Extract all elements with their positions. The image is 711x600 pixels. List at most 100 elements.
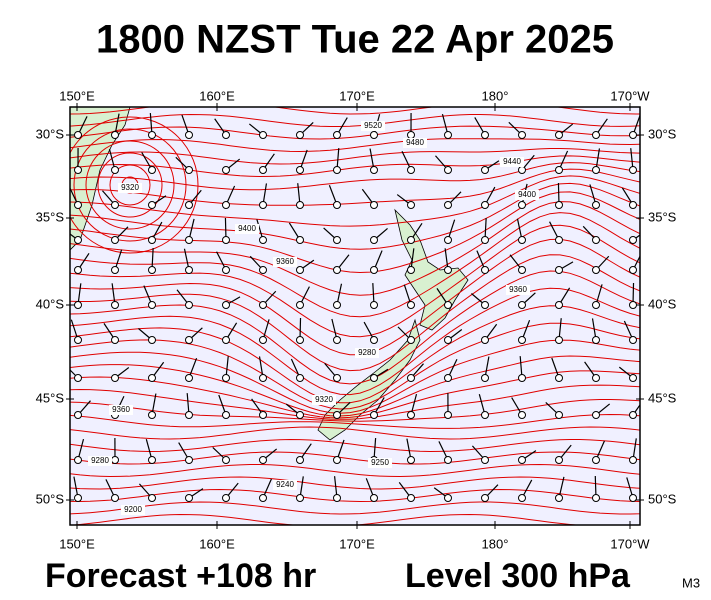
left-lat-label: 30°S bbox=[36, 126, 65, 141]
wind-barb bbox=[370, 250, 383, 274]
wind-barb bbox=[185, 218, 195, 244]
station bbox=[518, 374, 526, 382]
station bbox=[481, 131, 489, 139]
contour-line bbox=[70, 107, 640, 115]
station bbox=[185, 236, 193, 244]
station bbox=[629, 166, 637, 174]
right-lat-label: 45°S bbox=[648, 390, 677, 405]
wind-barb bbox=[324, 362, 341, 382]
station bbox=[629, 494, 637, 502]
contour-label-box bbox=[355, 348, 379, 358]
station bbox=[185, 374, 193, 382]
contour-label-box bbox=[235, 224, 259, 234]
wind-barb bbox=[481, 186, 496, 209]
station bbox=[555, 236, 563, 244]
wind-barb bbox=[398, 482, 415, 502]
station bbox=[148, 456, 156, 464]
station bbox=[407, 494, 415, 502]
station bbox=[259, 336, 267, 344]
station bbox=[407, 266, 415, 274]
wind-barb bbox=[74, 147, 82, 174]
contour-label: 9240 bbox=[276, 480, 294, 489]
contours bbox=[70, 107, 640, 525]
station bbox=[407, 301, 415, 309]
bottom-lon-label: 160°E bbox=[199, 536, 235, 551]
station bbox=[74, 336, 82, 344]
wind-barb bbox=[592, 475, 600, 502]
station bbox=[222, 266, 230, 274]
station bbox=[444, 336, 452, 344]
wind-barb bbox=[629, 282, 637, 309]
station bbox=[518, 494, 526, 502]
wind-barb bbox=[444, 329, 463, 344]
station bbox=[481, 456, 489, 464]
contour-line bbox=[70, 155, 640, 178]
contour-label-box bbox=[368, 458, 392, 468]
wind-barb bbox=[618, 366, 637, 382]
station bbox=[629, 411, 637, 419]
wind-barb bbox=[333, 439, 345, 464]
wind-barb bbox=[591, 318, 600, 344]
contour-line bbox=[70, 438, 640, 453]
wind-barb bbox=[259, 448, 278, 464]
contour-line bbox=[70, 322, 640, 410]
station bbox=[333, 301, 341, 309]
station bbox=[148, 266, 156, 274]
wind-barb bbox=[551, 357, 563, 382]
wind-barb bbox=[433, 487, 452, 502]
wind-barb bbox=[105, 479, 119, 502]
wind-barb bbox=[103, 323, 119, 344]
wind-barb bbox=[251, 398, 267, 419]
wind-barb bbox=[74, 283, 82, 309]
wind-barb bbox=[481, 356, 490, 382]
wind-barb bbox=[555, 182, 563, 209]
station bbox=[518, 456, 526, 464]
wind-barb bbox=[333, 148, 341, 174]
station bbox=[592, 494, 600, 502]
contour-line bbox=[70, 451, 640, 465]
station bbox=[518, 166, 526, 174]
station bbox=[629, 374, 637, 382]
station bbox=[518, 266, 526, 274]
station bbox=[555, 456, 563, 464]
station bbox=[296, 166, 304, 174]
station bbox=[370, 166, 378, 174]
station bbox=[222, 131, 230, 139]
contour-line bbox=[70, 370, 640, 419]
contour-label-box bbox=[118, 183, 142, 193]
station bbox=[296, 201, 304, 209]
contour-label: 9520 bbox=[364, 121, 382, 130]
wind-barb bbox=[222, 185, 236, 209]
wind-barb bbox=[518, 356, 526, 382]
wind-barb bbox=[370, 283, 378, 309]
wind-barb bbox=[333, 476, 341, 502]
wind-barb bbox=[471, 445, 489, 464]
station bbox=[185, 131, 193, 139]
station bbox=[518, 131, 526, 139]
contour-label: 9480 bbox=[406, 138, 424, 147]
station bbox=[333, 456, 341, 464]
station bbox=[592, 201, 600, 209]
station bbox=[444, 166, 452, 174]
left-lat-label: 40°S bbox=[36, 296, 65, 311]
wind-barb bbox=[111, 226, 129, 244]
station bbox=[259, 456, 267, 464]
station bbox=[518, 336, 526, 344]
top-lon-label: 160°E bbox=[199, 88, 235, 103]
wind-barb bbox=[259, 153, 275, 174]
station bbox=[333, 494, 341, 502]
station bbox=[185, 266, 193, 274]
contour-line bbox=[70, 182, 640, 250]
station bbox=[333, 266, 341, 274]
station bbox=[222, 201, 230, 209]
wind-barb bbox=[185, 393, 193, 419]
low-contour bbox=[97, 152, 163, 218]
map-frame bbox=[69, 106, 641, 526]
right-lat-label: 50°S bbox=[648, 491, 677, 506]
station bbox=[481, 374, 489, 382]
station bbox=[222, 456, 230, 464]
wind-barb bbox=[629, 403, 640, 419]
contour-label: 9360 bbox=[276, 257, 294, 266]
station bbox=[222, 411, 230, 419]
wind-barb bbox=[285, 403, 304, 419]
